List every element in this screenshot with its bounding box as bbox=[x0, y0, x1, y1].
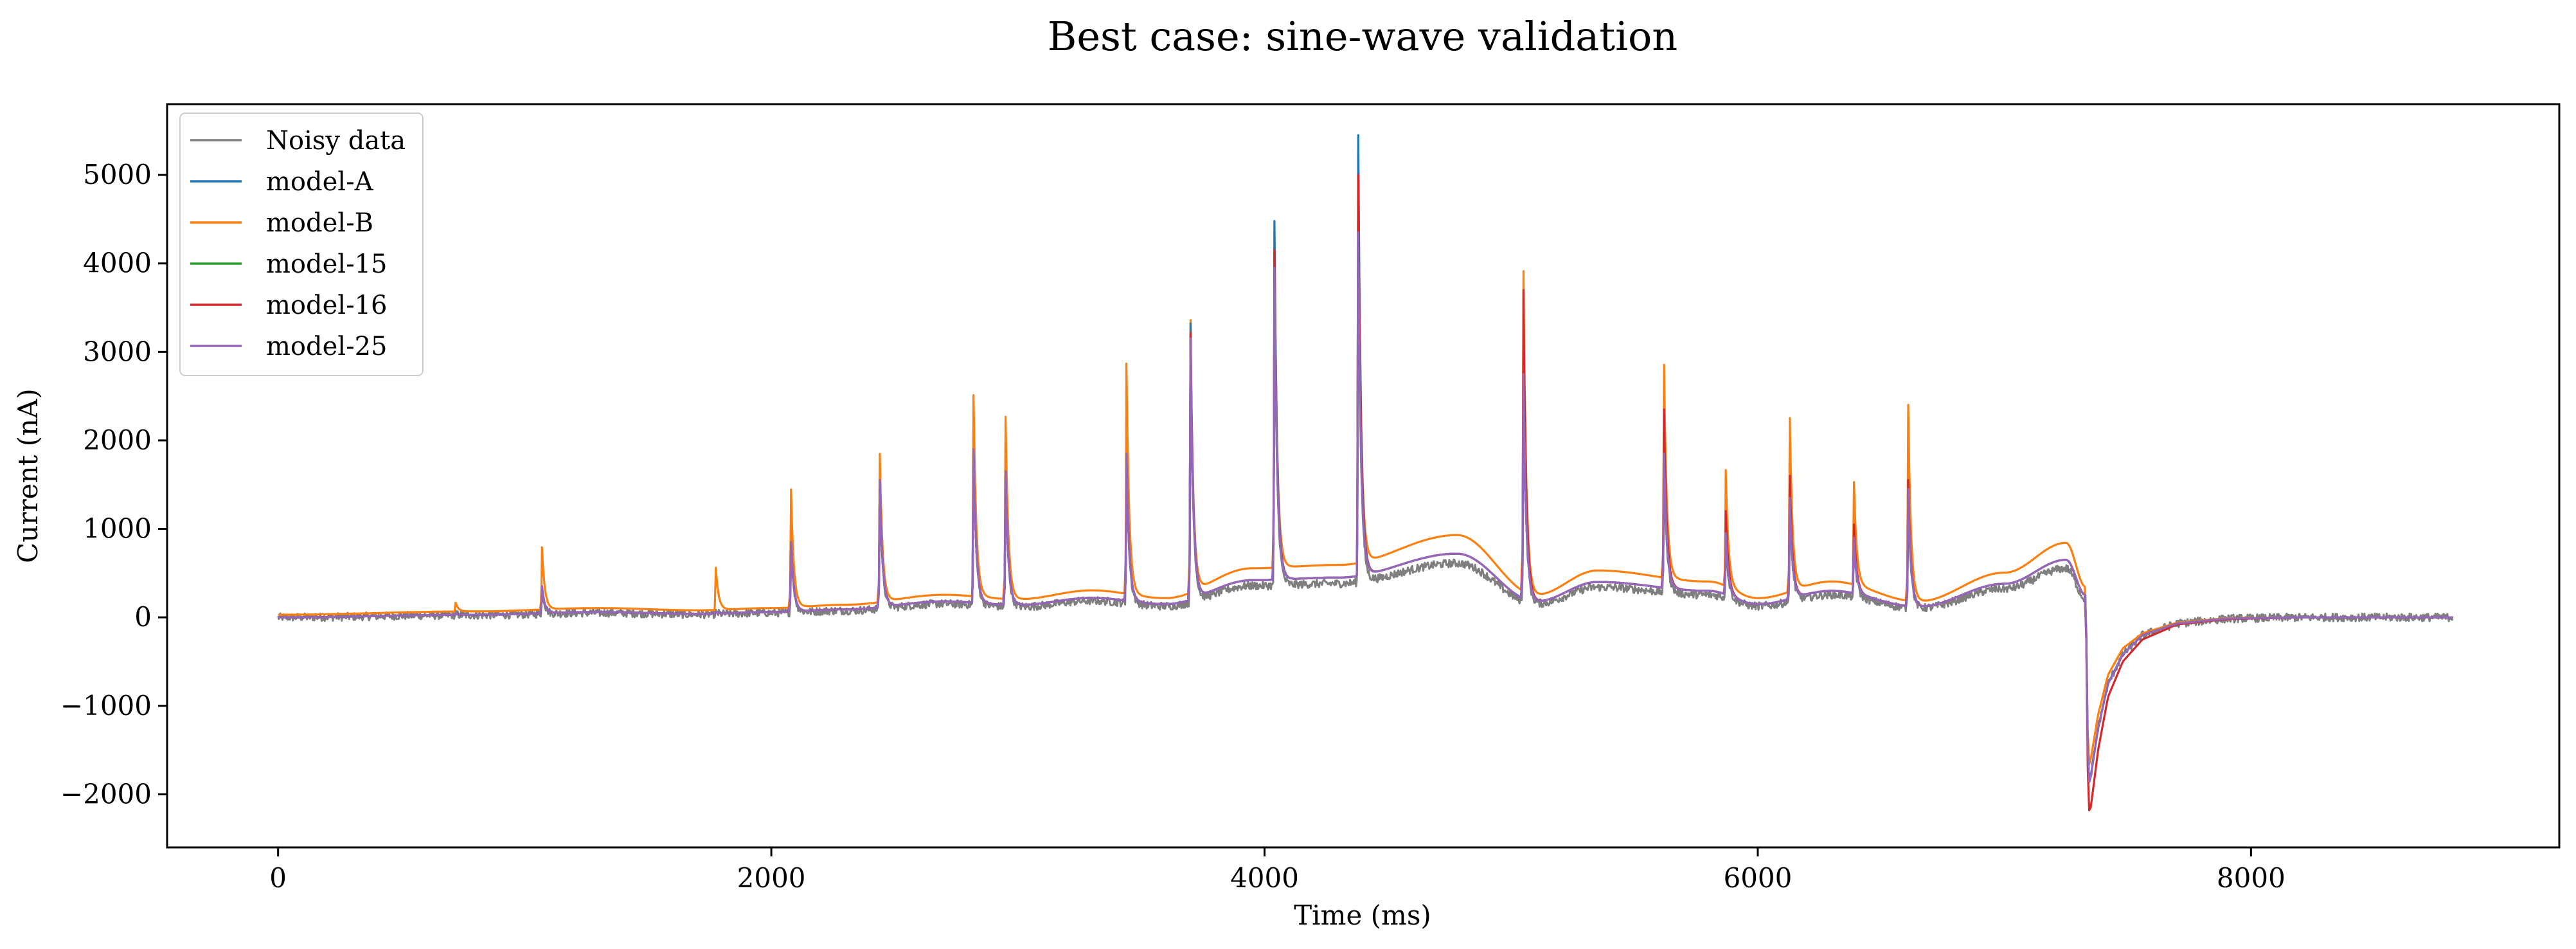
y-tick-label: 0 bbox=[134, 601, 152, 633]
legend: Noisy data model-A model-B model-15 model-16… bbox=[179, 113, 424, 376]
y-tick-label: −1000 bbox=[60, 690, 152, 721]
y-axis-label: Current (nA) bbox=[12, 388, 44, 563]
series-line-model-16 bbox=[278, 174, 2453, 811]
y-tick-label: 5000 bbox=[83, 159, 152, 190]
x-tick-label: 6000 bbox=[1723, 862, 1792, 894]
x-axis-label: Time (ms) bbox=[1294, 899, 1431, 931]
x-tick-label: 0 bbox=[269, 862, 287, 894]
chart-title: Best case: sine-wave validation bbox=[1048, 13, 1677, 60]
series-line-model-25 bbox=[278, 231, 2453, 783]
y-tick-label: 4000 bbox=[83, 248, 152, 279]
legend-entry: model-B bbox=[266, 208, 373, 238]
legend-entry: model-25 bbox=[266, 332, 388, 361]
x-axis: 0 2000 4000 6000 8000 bbox=[269, 847, 2285, 894]
y-tick-label: 2000 bbox=[83, 424, 152, 456]
series-line-model-b bbox=[278, 152, 2453, 766]
x-tick-label: 2000 bbox=[737, 862, 806, 894]
series-line-model-15 bbox=[278, 231, 2453, 783]
y-axis: −2000 −1000 0 1000 2000 3000 4000 5000 bbox=[60, 159, 167, 809]
plot-area bbox=[277, 134, 2454, 811]
legend-entry: model-A bbox=[266, 167, 374, 197]
series-line-noisy-data bbox=[277, 241, 2454, 784]
y-tick-label: 3000 bbox=[83, 336, 152, 367]
plot-frame bbox=[166, 103, 2561, 849]
legend-entry: Noisy data bbox=[266, 126, 406, 156]
x-tick-label: 8000 bbox=[2217, 862, 2285, 894]
y-tick-label: 1000 bbox=[83, 513, 152, 545]
x-tick-label: 4000 bbox=[1230, 862, 1299, 894]
series-line-model-a bbox=[278, 134, 2453, 783]
legend-entry: model-16 bbox=[266, 291, 388, 320]
legend-box bbox=[179, 113, 424, 376]
legend-entry: model-15 bbox=[266, 249, 388, 279]
y-tick-label: −2000 bbox=[60, 778, 152, 809]
